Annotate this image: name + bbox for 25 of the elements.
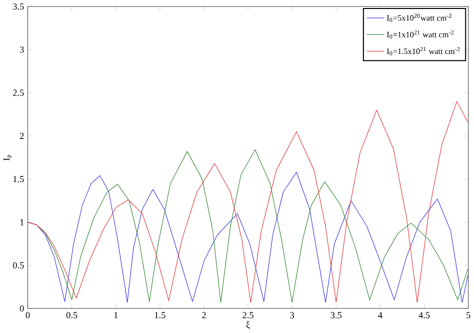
line-series <box>28 101 468 303</box>
x-tick-label: 5 <box>466 312 470 318</box>
x-tick-label: 1.5 <box>154 312 166 318</box>
x-axis-title: ξ <box>246 321 250 330</box>
y-tick-label: 0.5 <box>13 262 24 269</box>
x-tick-label: 3 <box>290 312 294 318</box>
y-tick-label: 2 <box>20 133 24 140</box>
y-tick-label: 1 <box>20 219 24 226</box>
x-tick-label: 0.5 <box>66 312 78 318</box>
y-tick-label: 2.5 <box>13 90 24 96</box>
x-tick-label: 2.5 <box>242 312 254 318</box>
x-tick-label: 2 <box>202 312 206 318</box>
x-tick-label: 1 <box>114 312 118 318</box>
y-axis-title: I$_{p}$ <box>3 155 12 161</box>
y-tick-label: 1.5 <box>13 176 24 182</box>
y-tick-label: 0 <box>20 305 24 312</box>
legend-label: I$_{0}$=5x10$^{20}$watt cm$^{-2}$ <box>386 14 452 22</box>
x-tick-label: 4.5 <box>418 312 430 318</box>
y-tick-label: 3.5 <box>13 4 24 10</box>
legend-label: I$_{0}$=1x10$^{21}$ watt cm$^{-2}$ <box>386 30 454 39</box>
x-tick-label: 0 <box>26 312 30 318</box>
x-tick-label: 4 <box>378 312 382 318</box>
legend-label: I$_{0}$=1.5x10$^{21}$ watt cm$^{-2}$ <box>386 47 460 56</box>
y-tick-label: 3 <box>20 46 24 53</box>
x-tick-label: 3.5 <box>330 312 342 318</box>
